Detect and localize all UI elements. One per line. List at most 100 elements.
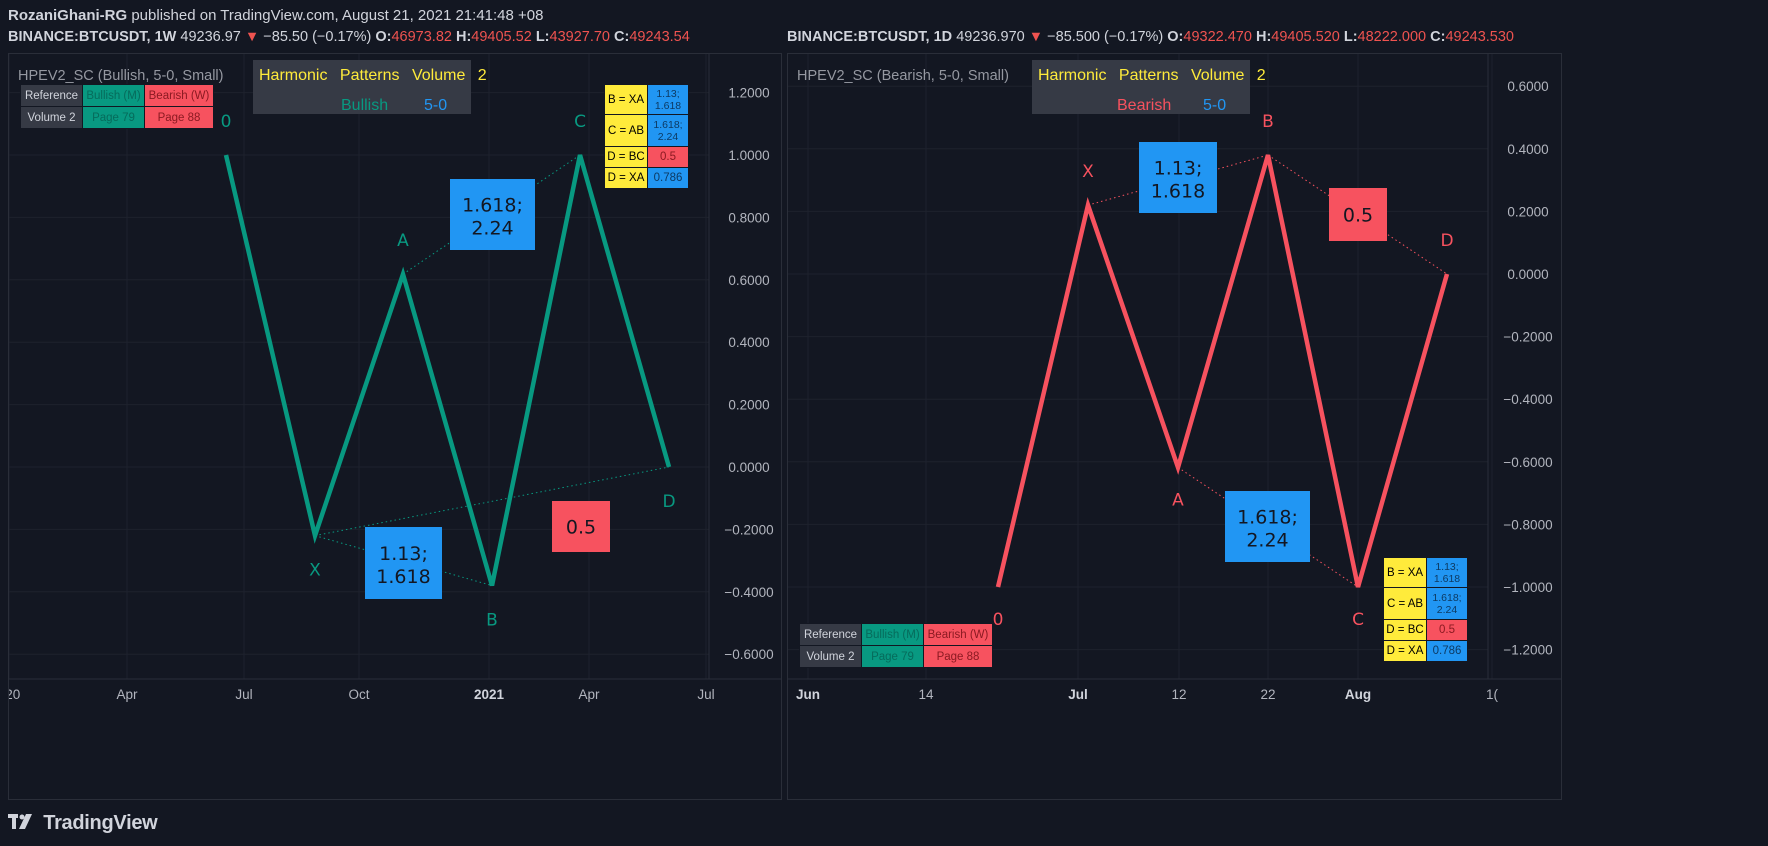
y-tick-label: 0.4000	[728, 335, 769, 350]
point-label-0: 0	[221, 112, 232, 132]
price-change: −85.500 (−0.17%)	[1047, 29, 1164, 45]
ratio-guide-line	[314, 466, 670, 537]
ratio-label-text: 1.618;	[1237, 507, 1298, 529]
ratio-label-text: 1.618	[1151, 181, 1205, 203]
ratio-label-text: 0.5	[566, 517, 596, 539]
x-tick-label: 12	[1171, 687, 1186, 702]
y-tick-label: 0.8000	[728, 210, 769, 225]
open-value: 46973.82	[391, 29, 452, 45]
point-label-b: B	[1262, 112, 1274, 132]
low-value: 48222.000	[1357, 29, 1427, 45]
indicator-title[interactable]: HPEV2_SC (Bullish, 5-0, Small)	[18, 68, 224, 84]
pattern-label: 5-0	[1203, 97, 1227, 114]
x-tick-label: 14	[918, 687, 934, 702]
point-label-c: C	[1352, 610, 1364, 630]
y-tick-label: −0.6000	[724, 647, 773, 662]
chart-panel-bearish[interactable]: 0.6000 0.4000 0.2000 0.0000 −0.2000 −0.4000 −0…	[787, 53, 1562, 800]
harmonic-patterns-box: Harmonic Patterns Volume 2 Bullish 5-0	[253, 60, 487, 114]
ratio-label-text: 2.24	[1246, 530, 1288, 552]
y-tick-label: 0.4000	[1507, 142, 1548, 157]
x-tick-label: 1(	[1486, 687, 1499, 702]
last-price: 49236.970	[956, 29, 1025, 45]
x-tick-label: Jul	[235, 687, 252, 702]
ratio-label-text: 2.24	[471, 218, 513, 240]
tradingview-footer[interactable]: TradingView	[8, 812, 158, 835]
ratio-label-text: 0.5	[1343, 205, 1373, 227]
point-label-x: X	[1082, 162, 1094, 182]
symbol-line-right: BINANCE:BTCUSDT, 1D 49236.970 ▼ −85.500 …	[787, 29, 1514, 45]
y-tick-label: 0.6000	[1507, 79, 1548, 94]
y-tick-label: −0.4000	[724, 585, 773, 600]
ratio-label-box	[552, 501, 610, 552]
high-value: 49405.520	[1271, 29, 1340, 45]
reference-table: Reference Bullish (M) Bearish (W) Volume…	[799, 623, 993, 668]
close-value: 49243.530	[1445, 29, 1514, 45]
direction-label: Bearish	[1117, 97, 1172, 114]
y-tick-label: 1.2000	[728, 86, 769, 101]
y-tick-label: −0.2000	[724, 522, 773, 537]
brand-name: TradingView	[43, 812, 158, 834]
ratio-label-box	[1329, 188, 1387, 241]
pattern-label: 5-0	[424, 97, 448, 114]
y-tick-label: −0.2000	[1503, 330, 1552, 345]
ratio-table: B = XA 1.13; 1.618 C = AB 1.618; 2.24 D = …	[1383, 557, 1468, 662]
tradingview-logo-icon	[8, 812, 39, 834]
point-label-a: A	[397, 231, 409, 251]
x-tick-label: 2021	[474, 687, 505, 702]
bearish-chart-svg[interactable]: 0.6000 0.4000 0.2000 0.0000 −0.2000 −0.4000 −0…	[788, 54, 1561, 799]
ratio-guide-line	[314, 535, 493, 587]
price-change: −85.50 (−0.17%)	[263, 29, 372, 45]
x-tick-label: Aug	[1345, 687, 1371, 702]
point-label-x: X	[309, 561, 321, 581]
publish-header: RozaniGhani-RG published on TradingView.…	[8, 7, 543, 24]
x-tick-label: Apr	[116, 687, 138, 702]
down-arrow-icon: ▼	[244, 29, 260, 45]
point-label-d: D	[662, 492, 675, 512]
low-value: 43927.70	[549, 29, 610, 45]
x-tick-label: 22	[1260, 687, 1275, 702]
author-name[interactable]: RozaniGhani-RG	[8, 7, 128, 24]
ratio-label-text: 1.618;	[462, 195, 523, 217]
ratio-label-text: 1.13;	[1154, 158, 1203, 180]
y-tick-label: −1.0000	[1503, 580, 1552, 595]
ratio-label-box	[1139, 142, 1217, 213]
point-label-b: B	[486, 611, 498, 631]
x-tick-label: 020	[9, 687, 20, 702]
indicator-title[interactable]: HPEV2_SC (Bearish, 5-0, Small)	[797, 68, 1009, 84]
last-price: 49236.97	[180, 29, 241, 45]
y-tick-label: −0.6000	[1503, 455, 1552, 470]
x-tick-label: Apr	[578, 687, 600, 702]
ratio-table: B = XA 1.13; 1.618 C = AB 1.618; 2.24 D = …	[604, 84, 689, 189]
x-tick-label: Oct	[348, 687, 369, 702]
ratio-label-box	[1225, 491, 1310, 562]
open-value: 49322.470	[1183, 29, 1252, 45]
point-label-d: D	[1440, 231, 1453, 251]
x-tick-label: Jun	[796, 687, 820, 702]
ratio-label-text: 1.13;	[379, 543, 428, 565]
symbol-name: BINANCE:BTCUSDT, 1W	[8, 29, 177, 45]
harmonic-patterns-box: Harmonic Patterns Volume 2 Bearish 5-0	[1032, 60, 1266, 114]
y-tick-label: 0.2000	[728, 398, 769, 413]
x-tick-label: Jul	[1068, 687, 1088, 702]
point-label-0: 0	[993, 610, 1004, 630]
high-value: 49405.52	[471, 29, 532, 45]
close-value: 49243.54	[629, 29, 690, 45]
y-tick-label: −0.8000	[1503, 517, 1552, 532]
y-tick-label: 0.0000	[728, 460, 769, 475]
pattern-line-bullish	[223, 154, 672, 587]
bullish-chart-svg[interactable]: 1.2000 1.0000 0.8000 0.6000 0.4000 0.2000 0.00…	[9, 54, 781, 799]
chart-panel-bullish[interactable]: 1.2000 1.0000 0.8000 0.6000 0.4000 0.2000 0.00…	[8, 53, 782, 800]
pattern-line-bearish	[995, 154, 1450, 588]
ratio-label-box	[450, 179, 535, 250]
y-tick-label: 0.6000	[728, 273, 769, 288]
point-label-c: C	[574, 112, 586, 132]
y-tick-label: −0.4000	[1503, 392, 1552, 407]
reference-table: Reference Bullish (M) Bearish (W) Volume…	[20, 84, 214, 129]
y-tick-label: 0.0000	[1507, 267, 1548, 282]
y-tick-label: 0.2000	[1507, 204, 1548, 219]
symbol-line-left: BINANCE:BTCUSDT, 1W 49236.97 ▼ −85.50 (−…	[8, 29, 690, 45]
symbol-name: BINANCE:BTCUSDT, 1D	[787, 29, 953, 45]
down-arrow-icon: ▼	[1028, 29, 1044, 45]
point-label-a: A	[1172, 490, 1184, 510]
y-tick-label: −1.2000	[1503, 643, 1552, 658]
